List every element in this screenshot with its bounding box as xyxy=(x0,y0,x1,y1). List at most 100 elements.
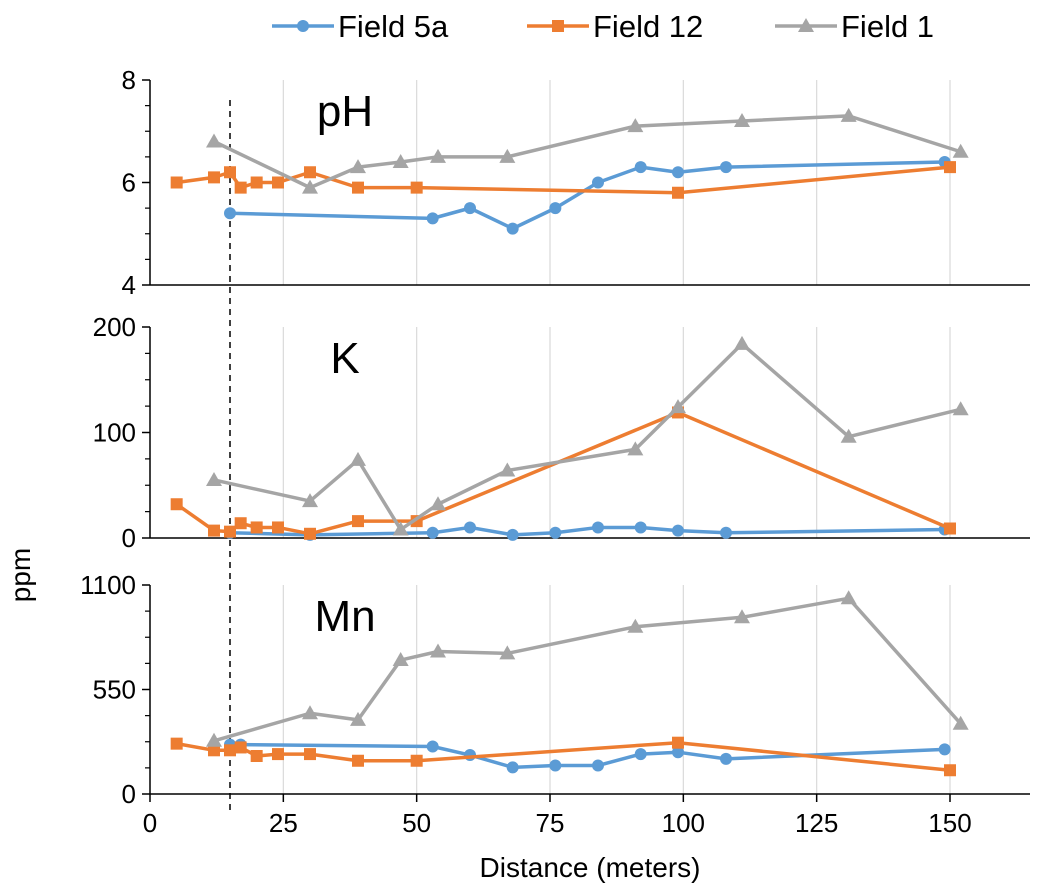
data-point xyxy=(627,441,644,456)
data-point xyxy=(304,166,316,179)
data-point xyxy=(499,462,516,477)
data-point xyxy=(352,754,364,767)
data-point xyxy=(392,652,409,667)
data-point xyxy=(720,161,732,174)
x-tick-label: 0 xyxy=(143,808,157,838)
data-point xyxy=(272,176,284,189)
data-point xyxy=(350,451,366,466)
legend-label: Field 1 xyxy=(841,9,934,44)
y-tick-label: 1100 xyxy=(80,570,136,600)
gridlines xyxy=(282,80,951,794)
legend-marker xyxy=(798,18,814,32)
data-point xyxy=(549,202,562,215)
y-tick-label: 100 xyxy=(93,418,136,448)
data-point xyxy=(304,748,316,761)
data-point xyxy=(352,515,364,528)
data-point xyxy=(250,176,263,189)
series-field-5a xyxy=(224,738,951,774)
data-point xyxy=(672,746,684,759)
legend-label: Field 5a xyxy=(338,9,449,44)
x-axis-title: Distance (meters) xyxy=(480,852,701,883)
data-point xyxy=(840,428,857,443)
data-point xyxy=(734,335,750,350)
data-point xyxy=(426,212,439,225)
y-tick-label: 6 xyxy=(122,168,136,198)
data-point xyxy=(224,525,236,538)
data-point xyxy=(430,643,446,658)
labels: 4 6 8 pH 0 100 200 K 0 550 1100 Mn 0 25 50 75 100 125 150 xyxy=(80,65,972,838)
series-field-12 xyxy=(170,161,956,199)
x-tick-label: 75 xyxy=(536,808,565,838)
legend-item-field-5a: Field 5a xyxy=(272,9,449,44)
data-point xyxy=(720,526,732,539)
data-point xyxy=(506,528,519,541)
data-point xyxy=(634,521,647,534)
legend-marker xyxy=(297,20,309,32)
series-field-1 xyxy=(206,590,969,747)
data-point xyxy=(250,521,263,534)
data-point xyxy=(350,711,366,726)
legend-marker xyxy=(552,20,564,32)
data-point xyxy=(720,752,732,765)
y-tick-label: 8 xyxy=(122,65,136,95)
panel-label-ph: pH xyxy=(317,87,373,136)
series-field-1 xyxy=(206,335,969,536)
data-point xyxy=(272,521,284,534)
panel-label-k: K xyxy=(330,334,359,383)
data-point xyxy=(410,181,423,194)
data-point xyxy=(592,521,604,534)
data-point xyxy=(672,736,684,749)
y-tick-label: 200 xyxy=(93,312,136,342)
data-point xyxy=(464,202,476,215)
y-tick-label: 0 xyxy=(122,523,136,553)
series-layer xyxy=(170,107,969,777)
data-point xyxy=(627,618,644,633)
data-point xyxy=(506,222,519,235)
data-point xyxy=(392,154,409,168)
data-point xyxy=(627,118,644,133)
data-point xyxy=(464,521,476,534)
data-point xyxy=(734,609,750,624)
data-point xyxy=(350,159,366,174)
legend: Field 5a Field 12 Field 1 xyxy=(272,9,934,44)
data-point xyxy=(224,166,236,179)
series-field-5a xyxy=(224,156,951,235)
data-point xyxy=(549,759,562,772)
data-point xyxy=(224,207,236,220)
data-point xyxy=(672,186,684,199)
data-point xyxy=(272,748,284,761)
data-point xyxy=(499,148,516,163)
data-point xyxy=(352,181,364,194)
data-point xyxy=(592,176,604,189)
data-point xyxy=(206,471,222,486)
data-point xyxy=(670,399,686,414)
data-point xyxy=(430,148,446,163)
data-point xyxy=(944,161,956,174)
data-point xyxy=(499,645,516,660)
series-line xyxy=(213,596,962,743)
data-point xyxy=(549,526,562,539)
data-point xyxy=(234,181,247,194)
legend-item-field-1: Field 1 xyxy=(775,9,934,44)
data-point xyxy=(206,732,222,747)
x-tick-label: 100 xyxy=(662,808,705,838)
series-field-12 xyxy=(170,736,956,777)
data-point xyxy=(410,754,423,767)
data-point xyxy=(634,161,647,174)
data-point xyxy=(734,113,750,127)
data-point xyxy=(208,524,220,537)
series-field-12 xyxy=(170,406,956,540)
legend-label: Field 12 xyxy=(593,9,703,44)
data-point xyxy=(840,107,857,122)
data-point xyxy=(592,759,604,772)
data-point xyxy=(506,761,519,774)
axes xyxy=(142,79,1030,802)
data-point xyxy=(170,737,183,750)
x-tick-label: 50 xyxy=(402,808,431,838)
data-point xyxy=(426,740,439,753)
data-point xyxy=(302,179,318,194)
panel-label-mn: Mn xyxy=(314,592,375,641)
series-field-1 xyxy=(206,107,969,194)
data-point xyxy=(634,748,647,761)
